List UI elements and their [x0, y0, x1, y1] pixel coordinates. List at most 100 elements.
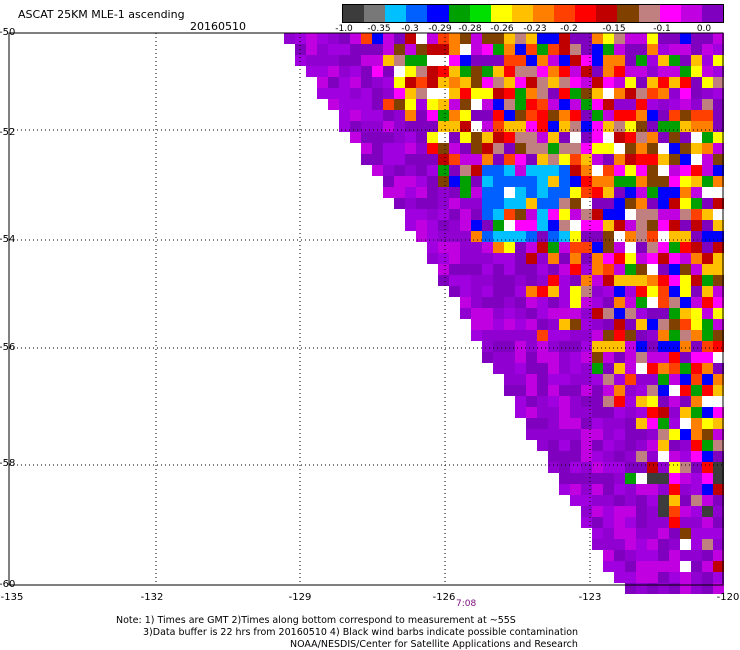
data-cell: [471, 132, 482, 143]
data-cell: [405, 44, 416, 55]
data-cell: [548, 363, 559, 374]
data-cell: [328, 33, 339, 44]
data-cell: [658, 99, 669, 110]
data-cell: [515, 374, 526, 385]
data-cell: [460, 242, 471, 253]
data-cell: [548, 121, 559, 132]
data-cell: [658, 495, 669, 506]
data-cell: [449, 33, 460, 44]
color-scale-swatch: [406, 5, 428, 22]
data-cell: [515, 143, 526, 154]
data-cell: [614, 561, 625, 572]
data-cell: [350, 88, 361, 99]
data-cell: [614, 176, 625, 187]
data-cell: [636, 352, 647, 363]
data-cell: [625, 495, 636, 506]
data-cell: [625, 572, 636, 583]
data-cell: [691, 286, 702, 297]
data-cell: [405, 99, 416, 110]
data-cell: [680, 407, 691, 418]
data-cell: [647, 187, 658, 198]
data-cell: [328, 66, 339, 77]
data-cell: [570, 363, 581, 374]
data-cell: [647, 165, 658, 176]
data-cell: [680, 165, 691, 176]
data-cell: [680, 440, 691, 451]
lat-label-54: -54: [0, 234, 16, 245]
data-cell: [548, 99, 559, 110]
data-cell: [658, 418, 669, 429]
data-cell: [669, 110, 680, 121]
data-cell: [614, 132, 625, 143]
data-cell: [713, 275, 724, 286]
data-cell: [581, 385, 592, 396]
data-cell: [350, 55, 361, 66]
data-cell: [614, 308, 625, 319]
data-cell: [603, 99, 614, 110]
data-cell: [625, 517, 636, 528]
data-cell: [636, 143, 647, 154]
data-cell: [702, 374, 713, 385]
data-cell: [603, 242, 614, 253]
data-cell: [658, 528, 669, 539]
data-cell: [669, 374, 680, 385]
data-cell: [691, 319, 702, 330]
data-cell: [482, 264, 493, 275]
data-cell: [636, 198, 647, 209]
data-cell: [669, 121, 680, 132]
data-cell: [636, 418, 647, 429]
data-cell: [691, 275, 702, 286]
data-cell: [669, 220, 680, 231]
data-cell: [537, 418, 548, 429]
data-cell: [603, 275, 614, 286]
data-cell: [537, 396, 548, 407]
data-cell: [636, 275, 647, 286]
data-cell: [559, 484, 570, 495]
data-cell: [427, 165, 438, 176]
data-cell: [669, 44, 680, 55]
data-cell: [647, 407, 658, 418]
data-cell: [669, 506, 680, 517]
data-cell: [680, 385, 691, 396]
data-cell: [515, 275, 526, 286]
data-cell: [647, 451, 658, 462]
data-cell: [713, 253, 724, 264]
data-cell: [702, 121, 713, 132]
data-cell: [702, 539, 713, 550]
data-cell: [526, 396, 537, 407]
data-cell: [416, 198, 427, 209]
data-cell: [669, 242, 680, 253]
data-cell: [504, 154, 515, 165]
data-cell: [559, 253, 570, 264]
data-cell: [559, 231, 570, 242]
data-cell: [438, 242, 449, 253]
data-cell: [504, 77, 515, 88]
data-cell: [647, 319, 658, 330]
data-cell: [713, 264, 724, 275]
data-cell: [515, 77, 526, 88]
data-cell: [658, 110, 669, 121]
data-cell: [592, 143, 603, 154]
data-cell: [614, 88, 625, 99]
data-cell: [702, 462, 713, 473]
data-cell: [713, 319, 724, 330]
lat-label-60: -60: [0, 579, 16, 590]
data-cell: [702, 264, 713, 275]
data-cell: [592, 352, 603, 363]
data-cell: [471, 319, 482, 330]
data-cell: [405, 187, 416, 198]
data-cell: [647, 275, 658, 286]
data-cell: [438, 209, 449, 220]
data-cell: [548, 110, 559, 121]
data-cell: [460, 77, 471, 88]
data-cell: [658, 385, 669, 396]
data-cell: [581, 176, 592, 187]
color-scale-swatch: [427, 5, 449, 22]
data-cell: [570, 220, 581, 231]
data-cell: [581, 187, 592, 198]
data-cell: [405, 121, 416, 132]
data-cell: [625, 110, 636, 121]
data-cell: [603, 506, 614, 517]
data-cell: [493, 176, 504, 187]
data-cell: [592, 528, 603, 539]
